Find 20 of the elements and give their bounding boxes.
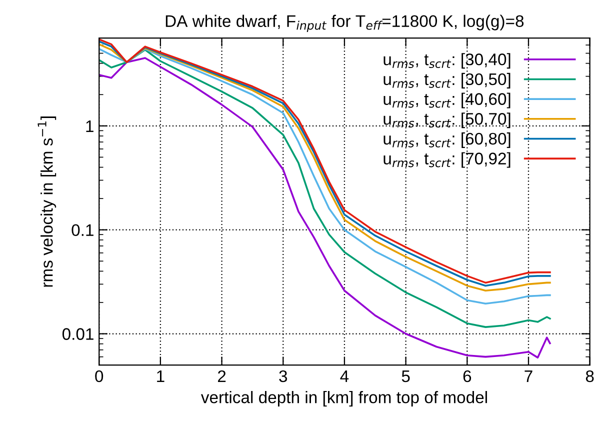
x-tick-label: 4 bbox=[340, 370, 349, 382]
legend-label: u$_{rms}$, t$_{scrt}$: [30,50] bbox=[384, 72, 510, 88]
legend-label: u$_{rms}$, t$_{scrt}$: [40,60] bbox=[384, 92, 510, 108]
x-tick-label: 3 bbox=[279, 370, 288, 382]
x-tick-label: 1 bbox=[157, 370, 164, 382]
x-tick-label: 8 bbox=[586, 370, 594, 382]
y-axis-title: rms velocity in [km s$^{−1}$] bbox=[38, 116, 56, 287]
x-tick-label: 2 bbox=[218, 370, 226, 382]
x-tick-label: 0 bbox=[95, 370, 104, 382]
x-tick-label: 7 bbox=[524, 370, 532, 382]
x-tick-label: 6 bbox=[463, 370, 472, 382]
y-tick-label: 0.01 bbox=[62, 328, 94, 340]
y-tick-label: 0.1 bbox=[72, 224, 94, 236]
x-tick-label: 5 bbox=[402, 370, 410, 382]
legend-label: u$_{rms}$, t$_{scrt}$: [60,80] bbox=[384, 132, 510, 148]
legend-label: u$_{rms}$, t$_{scrt}$: [70,92] bbox=[384, 152, 510, 168]
legend-label: u$_{rms}$, t$_{scrt}$: [30,40] bbox=[384, 53, 510, 69]
chart-title: DA white dwarf, F$_{input}$ for T$_{eff}$=11800 K, log(g)=8 bbox=[166, 14, 524, 32]
x-axis-title: vertical depth in [km] from top of model bbox=[200, 391, 487, 407]
y-tick-label: 1 bbox=[86, 120, 94, 132]
